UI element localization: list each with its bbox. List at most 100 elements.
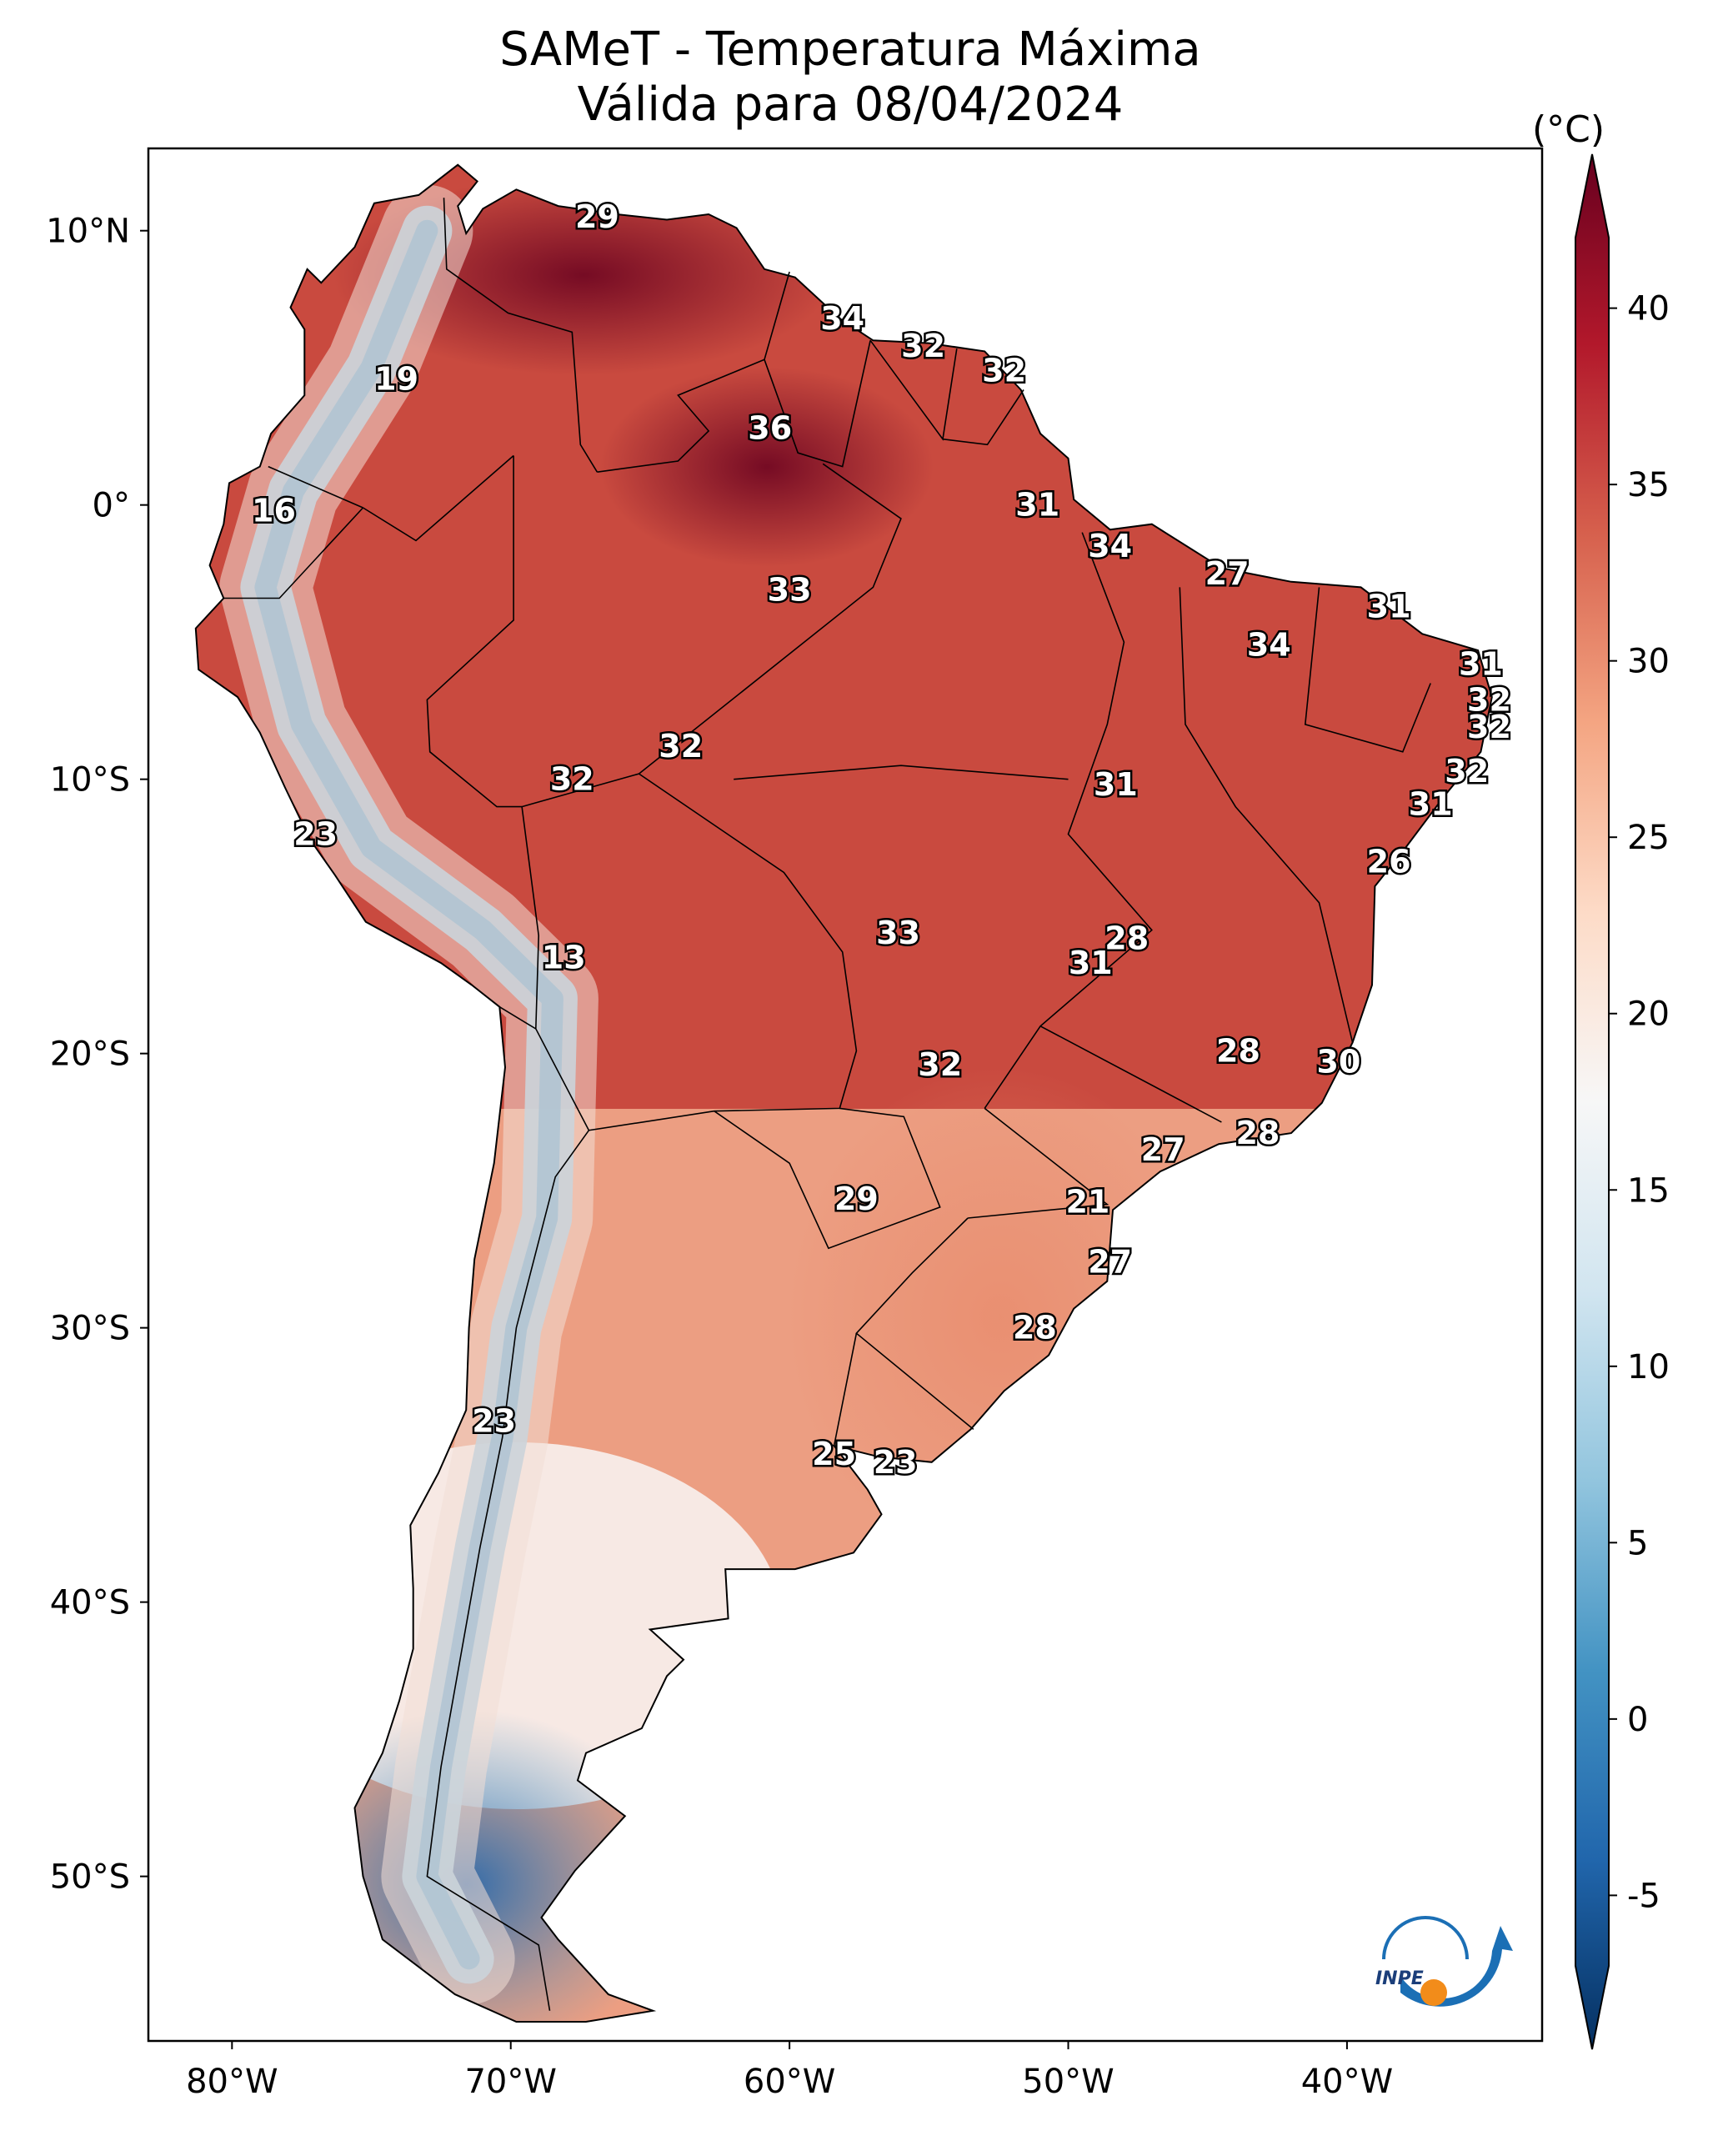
temperature-label: 36 (748, 410, 792, 447)
border-line (498, 1006, 537, 1030)
inpe-logo: INPE (1375, 1916, 1513, 2007)
temperature-label: 34 (820, 300, 864, 337)
temperature-label: 21 (1065, 1183, 1109, 1220)
temperature-label: 31 (1459, 645, 1503, 682)
colorbar-tick-label: 10 (1627, 1348, 1670, 1386)
temperature-label: 28 (1104, 920, 1149, 956)
border-line (764, 340, 871, 468)
border-line (855, 1217, 974, 1431)
temperature-label: 27 (1088, 1244, 1132, 1281)
border-line (1304, 587, 1431, 753)
lon-tick-label: 50°W (1022, 2063, 1114, 2101)
temperature-label: 16 (252, 492, 296, 529)
temperature-label: 29 (834, 1181, 879, 1217)
temperature-label: 30 (1316, 1044, 1360, 1081)
temperature-label: 32 (982, 352, 1026, 389)
lon-tick-label: 80°W (186, 2063, 278, 2101)
temperature-label: 32 (918, 1046, 962, 1083)
temperature-label: 28 (1235, 1115, 1280, 1151)
lat-tick-label: 50°S (50, 1858, 130, 1897)
temperature-label: 31 (1094, 766, 1138, 803)
temperature-label: 34 (1088, 528, 1132, 564)
temperature-label: 13 (542, 940, 586, 976)
logo-text: INPE (1375, 1968, 1424, 1989)
temperature-label: 19 (374, 360, 418, 397)
border-line (1039, 1025, 1222, 1123)
temperature-label: 32 (1467, 681, 1511, 718)
longitude-axis: 80°W 70°W 60°W 50°W 40°W (186, 2041, 1393, 2101)
border-line (597, 271, 790, 473)
temperature-label: 27 (1205, 555, 1250, 592)
colorbar-tick-label: 25 (1627, 819, 1670, 857)
border-line (968, 1107, 1109, 1219)
lat-tick-label: 40°S (50, 1584, 130, 1622)
temperature-label: 23 (874, 1444, 918, 1481)
temperature-label: 33 (768, 572, 812, 609)
border-line (363, 454, 514, 542)
border-line (1179, 587, 1354, 1043)
lat-tick-label: 10°S (50, 761, 130, 800)
colorbar-tick-label: -5 (1627, 1877, 1660, 1915)
temperature-label: 25 (812, 1436, 856, 1472)
lat-tick-label: 0° (93, 487, 130, 525)
lat-tick-label: 20°S (50, 1035, 130, 1074)
temperature-label: 34 (1247, 626, 1291, 663)
temperature-label: 32 (901, 328, 945, 364)
colorbar-tick-label: 0 (1627, 1701, 1648, 1739)
border-line (223, 507, 364, 599)
temperature-label: 32 (1445, 753, 1489, 790)
temperature-label: 29 (575, 198, 619, 235)
border-line (426, 455, 523, 808)
map-title: SAMeT - Temperatura Máxima (499, 23, 1201, 77)
colorbar-ticks: 40 35 30 25 20 15 10 5 0 -5 (1609, 290, 1670, 1915)
colorbar-tick-label: 20 (1627, 995, 1670, 1034)
lat-tick-label: 10°N (46, 213, 130, 251)
border-line (833, 1333, 858, 1447)
temperature-label: 27 (1141, 1131, 1185, 1168)
lon-tick-label: 70°W (464, 2063, 556, 2101)
colorbar-body (1575, 153, 1610, 2050)
temperature-label: 26 (1367, 843, 1411, 880)
border-line (639, 463, 902, 775)
border-line (426, 1130, 590, 2011)
temperature-label: 23 (472, 1402, 516, 1439)
colorbar-tick-label: 15 (1627, 1171, 1670, 1210)
temperature-label: 31 (1409, 785, 1453, 822)
temperature-label: 33 (876, 915, 920, 951)
field-hot-amazon (600, 367, 934, 567)
map-subtitle: Válida para 08/04/2024 (577, 78, 1124, 132)
border-line (714, 1107, 941, 1250)
logo-dot (1420, 1979, 1447, 2006)
lat-tick-label: 30°S (50, 1310, 130, 1348)
latitude-axis: 10°N 0° 10°S 20°S 30°S 40°S 50°S (46, 213, 148, 1897)
temperature-label: 32 (550, 761, 594, 798)
colorbar-tick-label: 40 (1627, 290, 1670, 328)
colorbar: 40 35 30 25 20 15 10 5 0 -5 (1575, 153, 1670, 2050)
border-line (268, 465, 363, 509)
temperature-label: 23 (293, 815, 338, 852)
temperature-label: 32 (659, 728, 703, 765)
temperature-label: 31 (1367, 588, 1411, 624)
colorbar-tick-label: 5 (1627, 1524, 1648, 1562)
border-line (942, 389, 1024, 446)
logo-ring (1382, 1916, 1469, 1960)
country-borders (223, 198, 1431, 2011)
lon-tick-label: 60°W (744, 2063, 835, 2101)
coastline (194, 163, 1493, 2023)
colorbar-unit: (°C) (1532, 108, 1605, 151)
temperature-label: 31 (1069, 945, 1113, 981)
border-line (443, 198, 599, 473)
border-line (734, 765, 1069, 780)
map-frame (147, 147, 1544, 2043)
lon-tick-label: 40°W (1301, 2063, 1393, 2101)
logo-swoosh (1400, 1926, 1513, 2007)
map-area (147, 147, 1544, 2043)
temperature-label: 32 (1467, 709, 1511, 745)
colorbar-tick-label: 30 (1627, 643, 1670, 681)
colorbar-tick-label: 35 (1627, 466, 1670, 504)
temperature-label: 28 (1013, 1310, 1057, 1346)
temperature-label: 28 (1216, 1032, 1260, 1069)
temperature-label: 31 (1015, 487, 1059, 524)
